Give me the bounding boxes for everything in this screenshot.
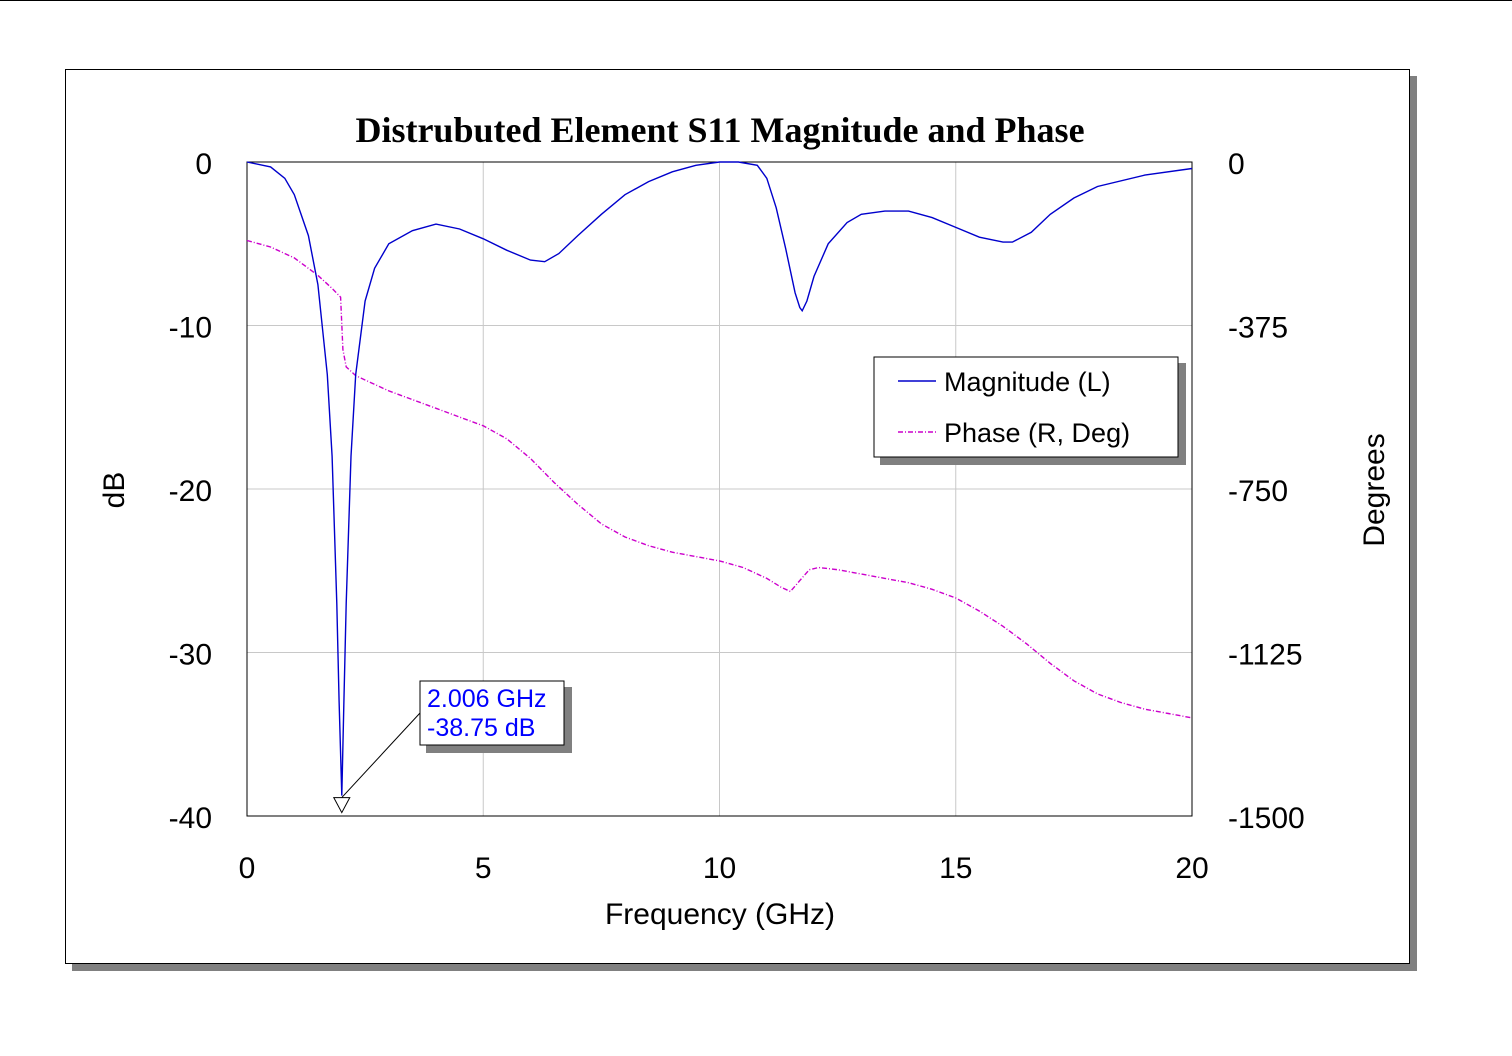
grid bbox=[247, 162, 1192, 816]
legend-box bbox=[873, 356, 1179, 458]
y-left-tick-label: 0 bbox=[195, 148, 212, 181]
annotation-box bbox=[419, 680, 565, 746]
annotation-frequency: 2.006 GHz bbox=[427, 685, 547, 713]
x-tick-label: 0 bbox=[239, 852, 256, 885]
y-left-axis-ticks: 0 -10 -20 -30 -40 bbox=[169, 148, 212, 835]
legend-phase-label: Phase (R, Deg) bbox=[944, 418, 1130, 448]
x-tick-label: 15 bbox=[939, 852, 972, 885]
x-axis-label: Frequency (GHz) bbox=[605, 898, 835, 931]
annotation-value: -38.75 dB bbox=[427, 714, 535, 742]
legend-magnitude-label: Magnitude (L) bbox=[944, 367, 1111, 397]
x-axis-ticks: 0 5 10 15 20 bbox=[239, 852, 1209, 885]
y-left-tick-label: -10 bbox=[169, 312, 212, 345]
top-rule bbox=[0, 0, 1512, 1]
y-left-tick-label: -40 bbox=[169, 802, 212, 835]
y-left-axis-label: dB bbox=[98, 472, 131, 509]
chart-title: Distrubuted Element S11 Magnitude and Ph… bbox=[355, 110, 1084, 150]
annotation-leader-line bbox=[341, 712, 421, 798]
y-right-tick-label: -375 bbox=[1228, 312, 1288, 345]
y-right-tick-label: -1500 bbox=[1228, 802, 1305, 835]
y-right-tick-label: -1125 bbox=[1228, 639, 1303, 672]
x-tick-label: 20 bbox=[1175, 852, 1208, 885]
series-magnitude-line bbox=[246, 161, 1193, 796]
legend: Magnitude (L) Phase (R, Deg) bbox=[873, 356, 1186, 465]
y-right-axis-label: Degrees bbox=[1358, 433, 1391, 546]
series-phase-line bbox=[246, 239, 1193, 719]
y-left-tick-label: -30 bbox=[169, 639, 212, 672]
marker-annotation: 2.006 GHz -38.75 dB bbox=[332, 680, 572, 814]
graph-frame bbox=[65, 69, 1410, 964]
y-left-tick-label: -20 bbox=[169, 475, 212, 508]
marker-triangle bbox=[332, 797, 351, 814]
x-tick-label: 10 bbox=[703, 852, 736, 885]
y-right-tick-label: -750 bbox=[1228, 475, 1288, 508]
y-right-tick-label: 0 bbox=[1228, 148, 1245, 181]
y-right-axis-ticks: 0 -375 -750 -1125 -1500 bbox=[1228, 148, 1305, 835]
x-tick-label: 5 bbox=[475, 852, 492, 885]
